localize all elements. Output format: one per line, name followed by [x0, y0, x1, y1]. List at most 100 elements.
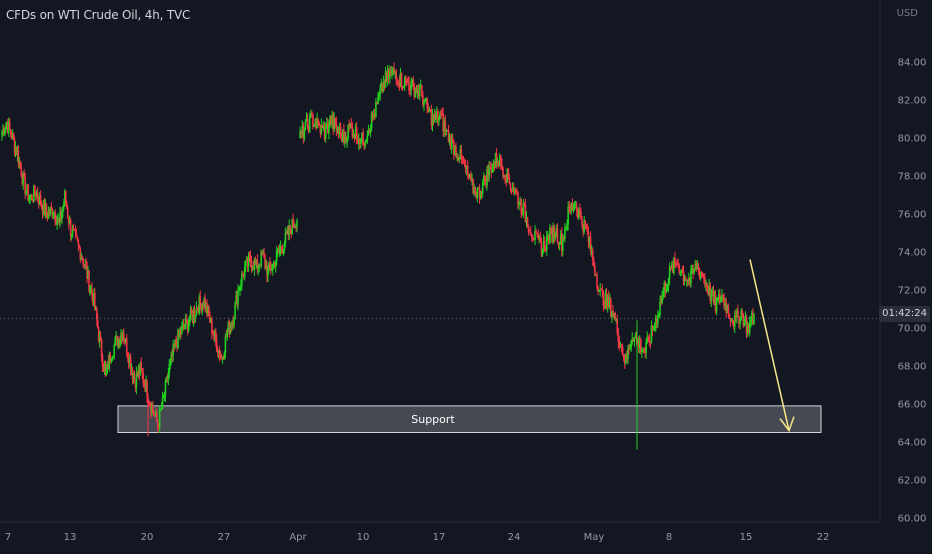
candle-body	[456, 156, 458, 158]
candle-body	[607, 297, 610, 308]
candle-body	[341, 130, 344, 142]
y-tick-label: 72.00	[898, 286, 927, 297]
candle-body	[300, 131, 302, 134]
candle-body	[673, 258, 675, 273]
candle-body	[64, 191, 66, 203]
candle-body	[12, 133, 15, 139]
candle-body	[27, 184, 29, 200]
candle-body	[548, 235, 550, 244]
candle-body	[41, 207, 44, 214]
candle-body	[199, 296, 202, 304]
currency-label[interactable]: USD	[896, 8, 918, 19]
candle-body	[86, 266, 88, 279]
candle-body	[291, 219, 293, 235]
candle-body	[501, 164, 503, 168]
candle-body	[544, 249, 547, 251]
trend-arrow[interactable]	[749, 259, 790, 431]
candle-body	[95, 308, 98, 320]
candle-body	[10, 134, 13, 140]
candle-body	[419, 85, 422, 89]
candle-body	[500, 155, 502, 165]
candle-body	[737, 310, 739, 317]
candle-body	[413, 84, 416, 98]
candle-body	[331, 115, 333, 125]
candle-body	[371, 113, 374, 117]
candle-body	[487, 169, 489, 177]
candle-body	[738, 316, 740, 325]
candle-body	[85, 264, 87, 267]
support-zone[interactable]: Support	[117, 405, 822, 433]
candle-body	[582, 224, 584, 232]
candle-body	[253, 260, 256, 270]
y-tick-label: 70.00	[898, 324, 927, 335]
candle-body	[32, 200, 34, 202]
candle-body	[529, 232, 532, 236]
candle-body	[29, 197, 31, 199]
candle-body	[444, 121, 447, 132]
candle-body	[583, 220, 585, 232]
candle-body	[328, 126, 330, 133]
candle-body	[562, 236, 564, 252]
candle-body	[36, 192, 39, 199]
candle-body	[435, 111, 438, 119]
candle-body	[605, 293, 608, 307]
candle-body	[623, 358, 626, 363]
y-tick-label: 76.00	[898, 210, 927, 221]
candle-body	[654, 317, 657, 326]
candle-body	[503, 175, 505, 177]
candle-body	[749, 320, 752, 322]
candle-body	[348, 124, 350, 127]
candle-body	[636, 339, 639, 341]
candle-body	[367, 130, 370, 136]
candle-body	[684, 277, 687, 281]
candle-body	[344, 136, 346, 143]
candle-body	[217, 350, 220, 353]
candle-body	[374, 114, 376, 118]
candle-body	[206, 303, 208, 315]
x-tick-label: 20	[141, 532, 154, 543]
candle-body	[554, 236, 557, 238]
y-tick-label: 80.00	[898, 134, 927, 145]
x-tick-label: 13	[64, 532, 77, 543]
candle-body	[249, 256, 252, 262]
candle-body	[209, 315, 211, 323]
candle-body	[203, 298, 205, 308]
candle-body	[214, 331, 217, 341]
candle-body	[14, 147, 17, 152]
candle-body	[91, 288, 93, 295]
candle-body	[653, 325, 656, 329]
candle-body	[119, 339, 121, 345]
candle-body	[375, 102, 377, 118]
candle-body	[289, 225, 292, 231]
candle-body	[362, 132, 364, 146]
candle-body	[138, 369, 141, 375]
candle-body	[183, 324, 185, 328]
candle-body	[576, 211, 579, 218]
candle-body	[72, 229, 75, 231]
candle-body	[127, 356, 130, 364]
x-tick-label: 24	[508, 532, 521, 543]
candle-body	[154, 412, 157, 416]
candle-body	[43, 200, 46, 214]
candle-body	[658, 314, 660, 316]
candle-body	[84, 264, 86, 266]
candle-body	[415, 89, 418, 93]
candle-body	[667, 278, 670, 287]
candle-body	[283, 244, 286, 250]
candle-body	[251, 267, 254, 269]
candle-body	[657, 315, 659, 324]
candle-body	[600, 288, 603, 290]
candle-body	[35, 193, 37, 196]
candle-body	[225, 336, 228, 338]
candle-body	[177, 330, 179, 348]
candle-body	[504, 175, 506, 181]
candle-body	[619, 345, 622, 347]
candle-body	[663, 282, 666, 292]
candle-body	[489, 166, 491, 168]
support-box[interactable]	[117, 405, 822, 433]
candle-body	[244, 260, 247, 267]
candle-body	[409, 90, 411, 92]
candle-body	[745, 317, 748, 334]
candle-body	[732, 323, 735, 327]
